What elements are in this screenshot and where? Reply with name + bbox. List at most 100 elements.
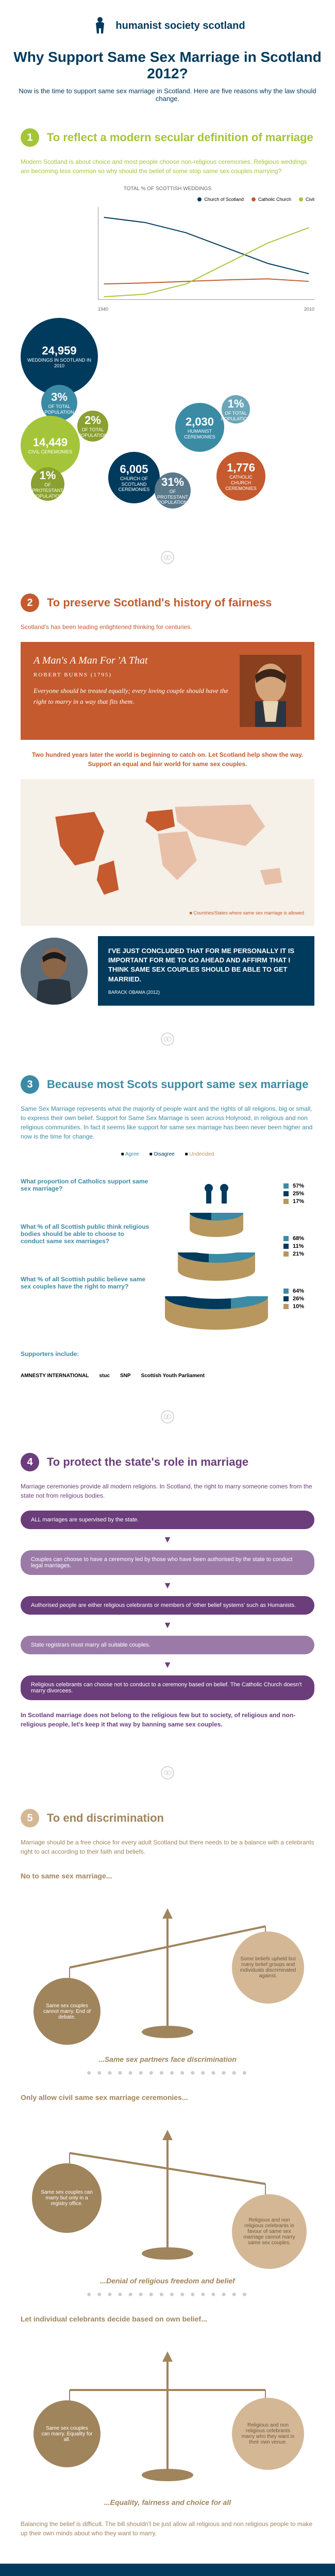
humanist-logo-icon <box>90 15 110 36</box>
section-3: 3 Because most Scots support same sex ma… <box>0 1060 335 1399</box>
stat-bubble: 1%OF PROTESTANT POPULATION <box>31 467 64 501</box>
stat-bubble: 24,959WEDDINGS IN SCOTLAND IN 2010 <box>21 318 98 395</box>
section-divider <box>0 1399 335 1437</box>
section-body: Marriage should be a free choice for eve… <box>21 1838 314 1856</box>
info-pill: Authorised people are either religious c… <box>21 1596 314 1615</box>
section-number: 1 <box>21 128 39 147</box>
map-legend: ■ Countries/States where same sex marria… <box>31 910 304 916</box>
poll-stat: 57% <box>283 1183 314 1189</box>
poll-question: What proportion of Catholics support sam… <box>21 1178 149 1192</box>
pill-list: ALL marriages are supervised by the stat… <box>21 1511 314 1700</box>
legend-item: Catholic Church <box>252 197 291 202</box>
info-pill: State registrars must marry all suitable… <box>21 1636 314 1654</box>
section-title: To preserve Scotland's history of fairne… <box>47 596 272 609</box>
section-divider <box>0 1021 335 1060</box>
section-title: To reflect a modern secular definition o… <box>47 131 313 144</box>
stat-bubble: 6,005CHURCH OF SCOTLAND CEREMONIES <box>108 452 160 503</box>
section-body: Scotland's has been leading enlightened … <box>21 622 314 632</box>
section-number: 3 <box>21 1075 39 1094</box>
stat-bubble: 1%OF TOTAL POPULATION <box>222 395 250 423</box>
header: humanist society scotland Why Support Sa… <box>0 0 335 113</box>
stat-bubbles: 24,959WEDDINGS IN SCOTLAND IN 20103%OF T… <box>21 318 314 524</box>
section-number: 5 <box>21 1809 39 1827</box>
section-number: 2 <box>21 594 39 612</box>
section-tail: Balancing the belief is difficult. The b… <box>21 2519 314 2538</box>
supporters-label: Supporters include: <box>21 1350 314 1358</box>
section-1: 1 To reflect a modern secular definition… <box>0 113 335 539</box>
arrow-down-icon: ▼ <box>21 1659 314 1670</box>
scenario-heading: Only allow civil same sex marriage cerem… <box>21 2093 314 2102</box>
poll-legend: ■ Agree ■ Disagree ■ Undecided <box>21 1151 314 1157</box>
poll-stat: 21% <box>283 1251 314 1257</box>
scale-right: Some beliefs upheld but many belief grou… <box>232 1931 304 2004</box>
poll-question: What % of all Scottish public think reli… <box>21 1223 149 1245</box>
dots-divider: ● ● ● ● ● ● ● ● ● ● ● ● ● ● ● ● <box>21 2069 314 2078</box>
legend-item: Civil <box>299 197 314 202</box>
scale-right: Religious and non religious celebrants i… <box>232 2194 307 2269</box>
stat-bubble: 2,030HUMANIST CEREMONIES <box>175 403 224 452</box>
scenario-result: ...Equality, fairness and choice for all <box>21 2498 314 2506</box>
section-title: Because most Scots support same sex marr… <box>47 1078 308 1091</box>
scenario-heading: Let individual celebrants decide based o… <box>21 2315 314 2323</box>
world-map: ■ Countries/States where same sex marria… <box>21 779 314 926</box>
stat-bubble: 2%OF TOTAL POPULATION <box>77 411 108 442</box>
poll-stat: 10% <box>283 1303 314 1310</box>
info-pill: ALL marriages are supervised by the stat… <box>21 1511 314 1529</box>
supporter-logo: Scottish Youth Parliament <box>141 1368 205 1383</box>
dots-divider: ● ● ● ● ● ● ● ● ● ● ● ● ● ● ● ● <box>21 2290 314 2299</box>
scale-right: Religious and non religious celebrants m… <box>232 2398 304 2470</box>
section-body: Modern Scotland is about choice and most… <box>21 157 314 176</box>
line-chart <box>98 207 314 300</box>
stat-bubble: 31%OF PROTESTANT POPULATION <box>155 472 191 509</box>
section-2: 2 To preserve Scotland's history of fair… <box>0 578 335 1021</box>
section-title: To protect the state's role in marriage <box>47 1455 248 1469</box>
balance-scale-3: Same sex couples can marry. Equality for… <box>21 2338 314 2483</box>
arrow-down-icon: ▼ <box>21 1620 314 1631</box>
supporter-logo: AMNESTY INTERNATIONAL <box>21 1368 89 1383</box>
poll-question: What % of all Scottish public believe sa… <box>21 1276 149 1290</box>
poll-stat: 26% <box>283 1296 314 1302</box>
stat-bubble: 1,776CATHOLIC CHURCH CEREMONIES <box>216 452 265 501</box>
mid-text: Two hundred years later the world is beg… <box>21 750 314 769</box>
supporter-logo: stuc <box>99 1368 110 1383</box>
arrow-down-icon: ▼ <box>21 1580 314 1591</box>
page-subtitle: Now is the time to support same sex marr… <box>10 87 325 103</box>
wedding-cake-chart <box>160 1167 273 1332</box>
brand-name: humanist society scotland <box>115 21 245 31</box>
section-title: To end discrimination <box>47 1811 164 1825</box>
obama-quote-text: I'VE JUST CONCLUDED THAT FOR ME PERSONAL… <box>98 936 314 1006</box>
obama-portrait <box>21 938 88 1005</box>
axis-start: 1940 <box>98 307 108 312</box>
info-pill: Couples can choose to have a ceremony le… <box>21 1550 314 1575</box>
scenario-result: ...Same sex partners face discrimination <box>21 2055 314 2063</box>
burns-portrait <box>240 655 301 727</box>
poll-stat: 17% <box>283 1198 314 1205</box>
page-title: Why Support Same Sex Marriage in Scotlan… <box>10 49 325 82</box>
info-pill: Religious celebrants can choose not to c… <box>21 1675 314 1700</box>
scale-left: Same sex couples cannot marry. End of de… <box>34 1978 100 2045</box>
scale-left: Same sex couples can marry. Equality for… <box>34 2400 100 2467</box>
section-body: Same Sex Marriage represents what the ma… <box>21 1104 314 1141</box>
obama-quote-row: I'VE JUST CONCLUDED THAT FOR ME PERSONAL… <box>21 936 314 1006</box>
poll-stat: 68% <box>283 1235 314 1242</box>
poll-stat: 25% <box>283 1191 314 1197</box>
section-body: Marriage ceremonies provide all modern r… <box>21 1482 314 1500</box>
section-divider <box>0 1755 335 1793</box>
scenario-heading: No to same sex marriage... <box>21 1872 314 1880</box>
axis-end: 2010 <box>304 307 314 312</box>
poll-stats: 57% 25%17% 68%11% 21% 64% 26%10% <box>283 1167 314 1335</box>
section-4: 4 To protect the state's role in marriag… <box>0 1437 335 1755</box>
balance-scale-2: Same sex couples can marry but only in a… <box>21 2117 314 2261</box>
chart-title: TOTAL % OF SCOTTISH WEDDINGS <box>21 186 314 192</box>
cta-section: ✓ We need you to show your support of Sa… <box>0 2564 335 2576</box>
legend-item: Church of Scotland <box>197 197 244 202</box>
burns-quote: A Man's A Man For 'A That ROBERT BURNS (… <box>21 642 314 740</box>
arrow-down-icon: ▼ <box>21 1534 314 1545</box>
poll-stat: 11% <box>283 1243 314 1249</box>
section-5: 5 To end discrimination Marriage should … <box>0 1793 335 2564</box>
scale-left: Same sex couples can marry but only in a… <box>32 2163 102 2233</box>
poll-stat: 64% <box>283 1288 314 1294</box>
balance-scale-1: Same sex couples cannot marry. End of de… <box>21 1895 314 2040</box>
logo: humanist society scotland <box>90 15 245 36</box>
supporter-logos: AMNESTY INTERNATIONALstucSNPScottish You… <box>21 1368 314 1383</box>
